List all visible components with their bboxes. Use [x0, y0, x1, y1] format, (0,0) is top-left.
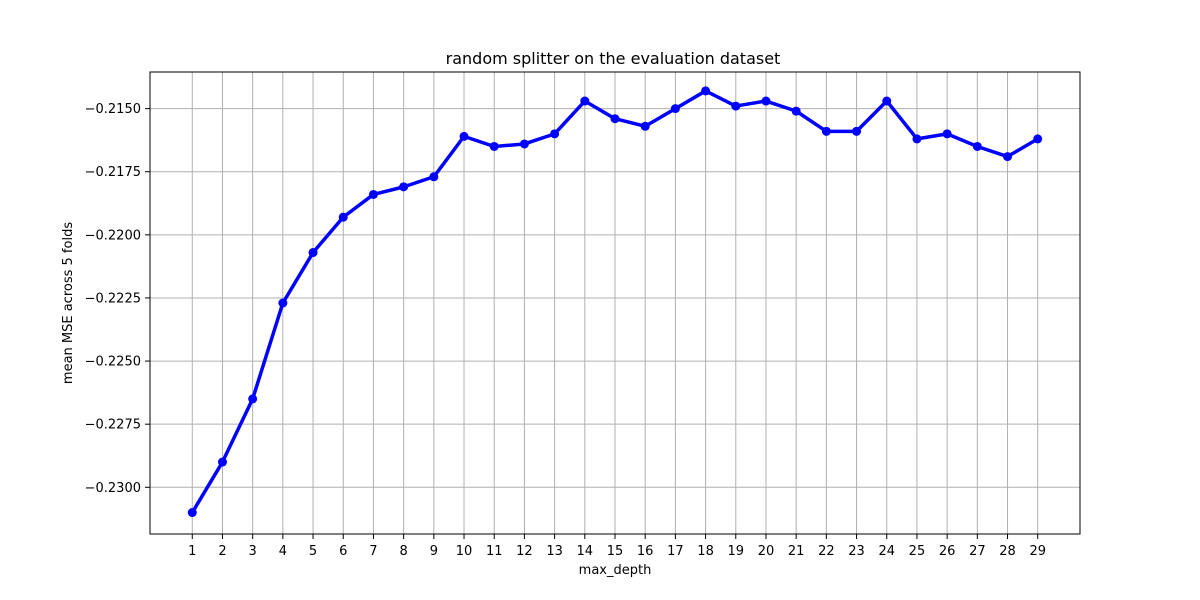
data-point [429, 172, 439, 182]
data-point [550, 129, 560, 139]
y-tick-label: −0.2250 [85, 355, 141, 370]
x-tick-label: 20 [758, 544, 775, 559]
data-point [670, 104, 680, 114]
x-tick-label: 25 [909, 544, 926, 559]
x-tick-label: 21 [788, 544, 805, 559]
y-tick-label: −0.2150 [85, 102, 141, 117]
x-tick-label: 18 [697, 544, 714, 559]
x-tick-label: 27 [969, 544, 986, 559]
data-point [821, 126, 831, 136]
x-tick-label: 4 [279, 544, 287, 559]
x-tick-label: 5 [309, 544, 317, 559]
data-point [852, 126, 862, 136]
x-axis: 1 2 3 4 5 6 7 8 9 10 11 12 13 14 15 16 17 18 19 20 21 22 23 24 2… [188, 534, 1046, 559]
data-point [459, 131, 469, 141]
data-point [308, 248, 318, 258]
x-tick-label: 29 [1029, 544, 1046, 559]
x-tick-label: 14 [577, 544, 594, 559]
data-point [217, 457, 227, 467]
data-point [912, 134, 922, 144]
y-axis: −0.2300 −0.2275 −0.2250 −0.2225 −0.2200 −0.21… [85, 102, 150, 496]
x-tick-label: 28 [999, 544, 1016, 559]
data-point [942, 129, 952, 139]
x-tick-label: 1 [188, 544, 196, 559]
data-point [489, 141, 499, 151]
grid [150, 72, 1080, 534]
data-point [1003, 152, 1013, 162]
data-point [580, 96, 590, 106]
series-layer [187, 86, 1043, 518]
y-tick-label: −0.2275 [85, 418, 141, 433]
x-tick-label: 17 [667, 544, 684, 559]
data-point [368, 189, 378, 199]
x-tick-label: 10 [456, 544, 473, 559]
x-tick-label: 2 [218, 544, 226, 559]
y-axis-label: mean MSE across 5 folds [61, 222, 76, 384]
data-point [972, 141, 982, 151]
x-tick-label: 8 [399, 544, 407, 559]
x-tick-label: 11 [486, 544, 503, 559]
x-tick-label: 16 [637, 544, 654, 559]
x-tick-label: 24 [878, 544, 895, 559]
y-tick-label: −0.2175 [85, 165, 141, 180]
data-point [278, 298, 288, 308]
x-tick-label: 3 [249, 544, 257, 559]
x-tick-label: 12 [516, 544, 533, 559]
data-point [519, 139, 529, 149]
x-tick-label: 15 [607, 544, 624, 559]
x-tick-label: 7 [369, 544, 377, 559]
x-tick-label: 13 [546, 544, 563, 559]
x-tick-label: 19 [728, 544, 745, 559]
data-point [882, 96, 892, 106]
data-point [1033, 134, 1043, 144]
y-tick-label: −0.2300 [85, 481, 141, 496]
data-point [731, 101, 741, 111]
x-tick-label: 6 [339, 544, 347, 559]
x-tick-label: 26 [939, 544, 956, 559]
data-point [791, 106, 801, 116]
x-tick-label: 23 [848, 544, 865, 559]
x-tick-label: 22 [818, 544, 835, 559]
data-point [248, 394, 258, 404]
data-point [610, 114, 620, 124]
chart-title: random splitter on the evaluation datase… [446, 49, 781, 68]
y-tick-label: −0.2200 [85, 228, 141, 243]
data-point [187, 508, 197, 518]
data-point [761, 96, 771, 106]
x-axis-label: max_depth [579, 563, 652, 578]
data-point [399, 182, 409, 192]
data-point [640, 121, 650, 131]
data-point [701, 86, 711, 96]
data-point [338, 212, 348, 222]
x-tick-label: 9 [430, 544, 438, 559]
y-tick-label: −0.2225 [85, 291, 141, 306]
